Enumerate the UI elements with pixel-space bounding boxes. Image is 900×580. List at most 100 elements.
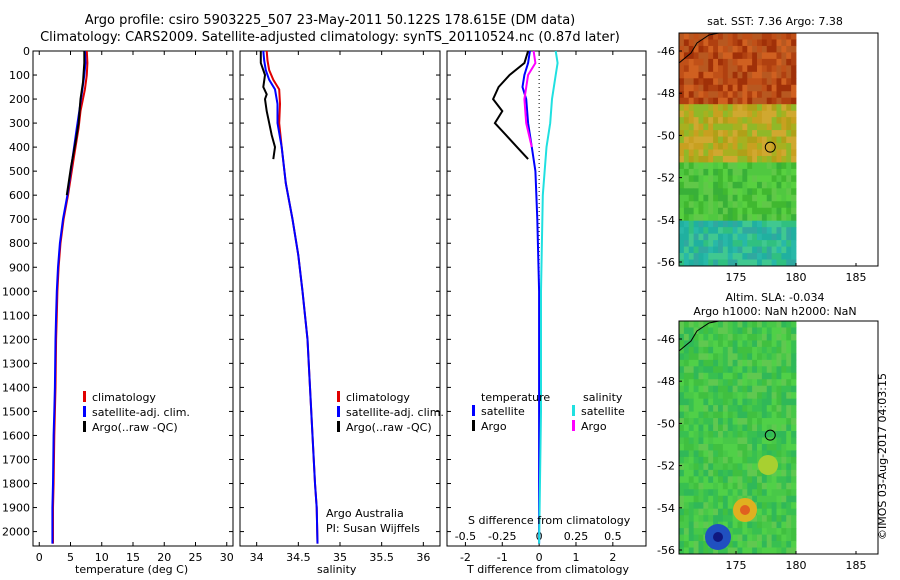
y-tick-label: 1600 (2, 429, 30, 442)
y-tick-label: 2000 (2, 526, 30, 539)
y-tick-label: 900 (9, 261, 30, 274)
map-y-tick-label: -52 (657, 460, 675, 473)
top-x-tick-label: 0.5 (604, 530, 622, 543)
y-tick-label: 1100 (2, 309, 30, 322)
series-line-satellite-adj--clim- (51, 50, 87, 544)
xlabel-salinity: salinity (317, 563, 357, 576)
map-y-tick-label: -52 (657, 172, 675, 185)
legend-title-temperature: temperature (481, 391, 551, 404)
timestamp-stamp: ©IMOS 03-Aug-2017 04:03:15 (876, 373, 889, 540)
map1-title: sat. SST: 7.36 Argo: 7.38 (707, 15, 843, 28)
y-tick-label: 200 (9, 93, 30, 106)
series-line-satellite-adj--clim- (262, 50, 319, 544)
y-tick-label: 1800 (2, 478, 30, 491)
x-tick-label: 36 (416, 551, 430, 564)
series-line-climatology (265, 50, 319, 544)
y-tick-label: 400 (9, 141, 30, 154)
y-tick-label: 1700 (2, 453, 30, 466)
x-tick-label: 35.5 (369, 551, 394, 564)
y-tick-label: 700 (9, 213, 30, 226)
x-tick-label: -2 (460, 551, 471, 564)
series-line-argo---raw--qc- (65, 51, 86, 196)
map-y-tick-label: -56 (657, 544, 675, 557)
series-line-climatology (52, 50, 89, 544)
x-tick-label: 1 (572, 551, 579, 564)
x-tick-label: 0 (36, 551, 43, 564)
legend-climatology-s: climatology (337, 391, 410, 404)
x-tick-label: 2 (609, 551, 616, 564)
map-y-tick-label: -54 (657, 502, 675, 515)
y-tick-label: 800 (9, 237, 30, 250)
legend-argo-s: Argo(..raw -QC) (337, 421, 432, 434)
annotation-institution: Argo Australia (326, 507, 404, 520)
legend-sat-s: satellite (572, 405, 625, 418)
x-tick-label: 34 (250, 551, 264, 564)
series-line-satellite (521, 50, 541, 544)
x-tick-label: 5 (67, 551, 74, 564)
title-line-2: Climatology: CARS2009. Satellite-adjuste… (40, 30, 620, 45)
map-x-tick-label: 180 (786, 559, 807, 572)
map-y-tick-label: -54 (657, 214, 675, 227)
map-x-tick-label: 180 (786, 271, 807, 284)
series-line-argo (523, 50, 537, 148)
plot-frame-3 (446, 50, 647, 547)
annotation-pi: PI: Susan Wijffels (326, 522, 420, 535)
map-y-tick-label: -50 (657, 129, 675, 142)
map-y-tick-label: -46 (657, 45, 675, 58)
legend-argo-s: Argo (572, 420, 607, 433)
map-y-tick-label: -56 (657, 256, 675, 269)
map2-title-line-2: Argo h1000: NaN h2000: NaN (693, 305, 857, 318)
float-marker (764, 141, 776, 153)
map-y-tick-label: -48 (657, 87, 675, 100)
x-tick-label: 20 (157, 551, 171, 564)
legend-sat-t: satellite (472, 405, 525, 418)
y-tick-label: 1400 (2, 381, 30, 394)
xlabel-tdiff: T difference from climatology (467, 563, 629, 576)
x-tick-label: 10 (95, 551, 109, 564)
map-frame (678, 320, 879, 555)
sla-feature-core (740, 505, 750, 515)
map-frame (678, 32, 879, 267)
x-tick-label: 30 (220, 551, 234, 564)
coastline (678, 32, 720, 64)
x-tick-label: 15 (126, 551, 140, 564)
sla-feature-low-core (713, 532, 723, 542)
map-x-tick-label: 175 (726, 559, 747, 572)
legend-satellite-s: satellite-adj. clim. (337, 406, 444, 419)
plot-frame-1 (32, 50, 234, 547)
legend-satellite-t: satellite-adj. clim. (83, 406, 190, 419)
map-x-tick-label: 185 (846, 559, 867, 572)
y-tick-label: 100 (9, 69, 30, 82)
legend-climatology-t: climatology (83, 391, 156, 404)
x-tick-label: 35 (333, 551, 347, 564)
map-y-tick-label: -50 (657, 417, 675, 430)
y-tick-label: 300 (9, 117, 30, 130)
y-tick-label: 1200 (2, 333, 30, 346)
sla-map (678, 320, 879, 555)
sla-feature (758, 455, 778, 475)
title-line-1: Argo profile: csiro 5903225_507 23-May-2… (84, 13, 576, 28)
map-x-tick-label: 175 (726, 271, 747, 284)
series-line-argo---raw--qc- (259, 51, 277, 160)
sst-map (678, 32, 879, 267)
legend-title-salinity: salinity (583, 391, 623, 404)
y-tick-label: 600 (9, 189, 30, 202)
y-tick-label: 1900 (2, 502, 30, 515)
series-line-satellite (538, 50, 559, 544)
y-tick-label: 0 (23, 45, 30, 58)
top-x-tick-label: -0.5 (455, 530, 476, 543)
top-x-tick-label: -0.25 (488, 530, 516, 543)
top-axis-label: S difference from climatology (468, 514, 631, 527)
x-tick-label: 0 (536, 551, 543, 564)
map-y-tick-label: -46 (657, 333, 675, 346)
top-x-tick-label: 0.25 (564, 530, 589, 543)
float-marker (764, 429, 776, 441)
map-y-tick-label: -48 (657, 375, 675, 388)
y-tick-label: 1500 (2, 405, 30, 418)
map2-title-line-1: Altim. SLA: -0.034 (725, 291, 825, 304)
series-line-argo (491, 50, 530, 160)
legend-argo-t-diff: Argo (472, 420, 507, 433)
y-tick-label: 1000 (2, 285, 30, 298)
map-x-tick-label: 185 (846, 271, 867, 284)
